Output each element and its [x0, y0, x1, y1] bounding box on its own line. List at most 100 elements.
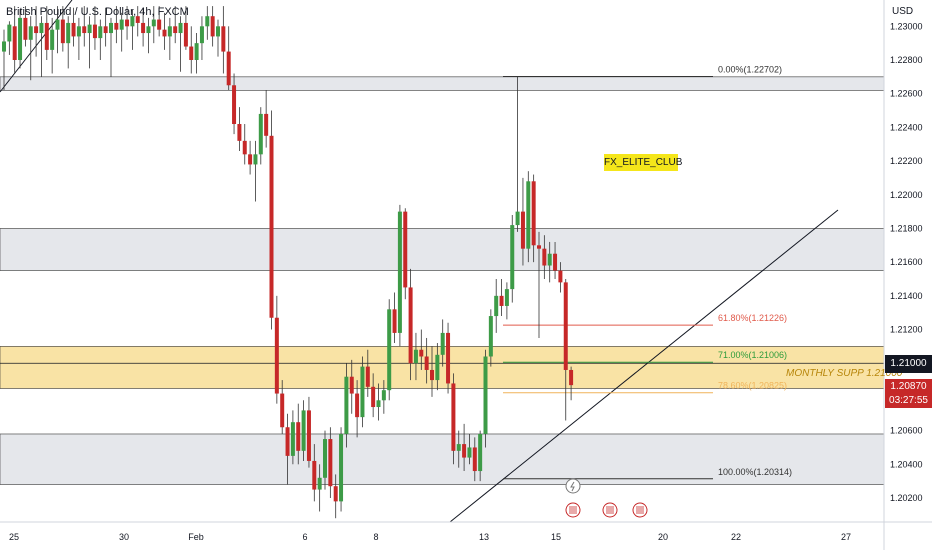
candle-body: [547, 253, 552, 266]
price-tick-label: 1.21800: [890, 223, 923, 233]
candle-body: [520, 211, 525, 249]
zones-layer: [0, 76, 885, 485]
candle-body: [71, 22, 76, 37]
candle-body: [183, 22, 188, 47]
candle-body: [478, 433, 483, 472]
lightning-bolt: [570, 481, 575, 492]
zone-resistance: [0, 228, 885, 271]
price-tick-label: 1.22600: [890, 89, 923, 99]
price-tick-label: 1.21400: [890, 291, 923, 301]
candle-body: [526, 181, 531, 249]
time-tick-label: 13: [479, 532, 489, 542]
candle-body: [333, 486, 338, 502]
candle-body: [146, 26, 151, 34]
fib-label: 100.00%(1.20314): [718, 467, 792, 477]
candle-body: [114, 22, 119, 30]
candle-body: [413, 349, 418, 364]
price-tick-label: 1.20600: [890, 426, 923, 436]
candle-body: [280, 393, 285, 428]
candle-body: [306, 410, 311, 461]
price-tick-label: 1.23000: [890, 21, 923, 31]
candle-body: [109, 22, 113, 34]
candle-body: [167, 26, 172, 37]
candle-body: [173, 26, 178, 34]
candle-body: [499, 295, 504, 306]
price-tick-label: 1.21200: [890, 325, 923, 335]
candle-body: [483, 356, 488, 434]
candle-body: [285, 427, 290, 456]
candle-body: [274, 317, 279, 394]
candle-body: [87, 24, 92, 34]
fib-label: 0.00%(1.22702): [718, 65, 782, 75]
candle-body: [531, 181, 536, 246]
zone-resistance: [0, 76, 885, 91]
candle-body: [403, 211, 408, 288]
event-icons-layer: [565, 478, 648, 518]
time-tick-label: 22: [731, 532, 741, 542]
candle-body: [258, 113, 263, 155]
candle-body: [210, 16, 215, 37]
symbol-title[interactable]: British Pound / U.S. Dollar, 4h, FXCM: [6, 6, 189, 18]
candle-body: [119, 19, 124, 30]
candle-body: [34, 26, 39, 34]
candle-body: [488, 316, 493, 357]
candle-body: [397, 211, 402, 333]
candle-body: [430, 369, 434, 381]
candle-body: [339, 433, 344, 502]
candle-body: [162, 29, 167, 37]
candle-body: [23, 17, 28, 40]
price-axis[interactable]: 1.23000 1.22800 1.22600 1.22400 1.22200 1.220…: [883, 0, 923, 550]
candle-body: [226, 51, 231, 86]
time-tick-label: 25: [9, 532, 19, 542]
candle-body: [462, 444, 467, 458]
time-tick-label: 15: [551, 532, 561, 542]
candle-body: [408, 287, 413, 364]
price-tick-label: 1.22800: [890, 55, 923, 65]
candle-body: [130, 16, 135, 27]
candle-body: [317, 477, 322, 490]
candle-body: [365, 366, 370, 387]
candle-body: [371, 386, 376, 408]
candle-body: [12, 26, 17, 60]
candle-body: [510, 225, 515, 290]
candle-body: [290, 422, 295, 456]
candle-body: [269, 135, 274, 318]
candle-body: [558, 270, 563, 283]
candle-body: [387, 309, 392, 391]
candle-body: [569, 369, 574, 386]
candle-body: [467, 447, 472, 458]
candle-body: [205, 16, 210, 27]
price-tick-label: 1.21600: [890, 257, 923, 267]
candle-body: [60, 19, 65, 44]
candle-body: [424, 356, 429, 370]
candle-body: [456, 444, 461, 451]
candle-body: [446, 332, 451, 384]
time-tick-label: Feb: [188, 532, 204, 542]
candle-body: [515, 211, 520, 226]
fib-label: 71.00%(1.21006): [718, 350, 787, 360]
monthly-support-annotation: MONTHLY SUPP 1.21000: [786, 368, 903, 379]
candle-body: [135, 16, 140, 23]
current-price-tag: 1.20870: [885, 379, 932, 394]
fib-layer: 0.00%(1.22702) 61.80%(1.21226) 71.00%(1.21…: [0, 65, 884, 480]
candle-body: [18, 17, 23, 61]
candle-body: [82, 26, 87, 34]
time-tick-label: 20: [658, 532, 668, 542]
candle-body: [553, 253, 558, 271]
time-tick-label: 27: [841, 532, 851, 542]
time-axis[interactable]: 25 30 Feb 6 8 13 15 20 22 27: [0, 521, 932, 542]
candle-body: [355, 393, 360, 418]
trendline-rising: [449, 209, 839, 523]
candle-body: [563, 282, 568, 370]
price-tick-label: 1.22400: [890, 122, 923, 132]
candle-body: [264, 113, 269, 136]
candle-body: [66, 22, 71, 44]
candle-body: [419, 349, 424, 357]
level-price-tag: 1.21000: [885, 355, 932, 373]
candle-body: [237, 124, 242, 141]
candle-body: [494, 295, 499, 317]
candle-body: [242, 140, 247, 155]
candle-body: [472, 447, 477, 472]
candle-body: [92, 24, 97, 39]
